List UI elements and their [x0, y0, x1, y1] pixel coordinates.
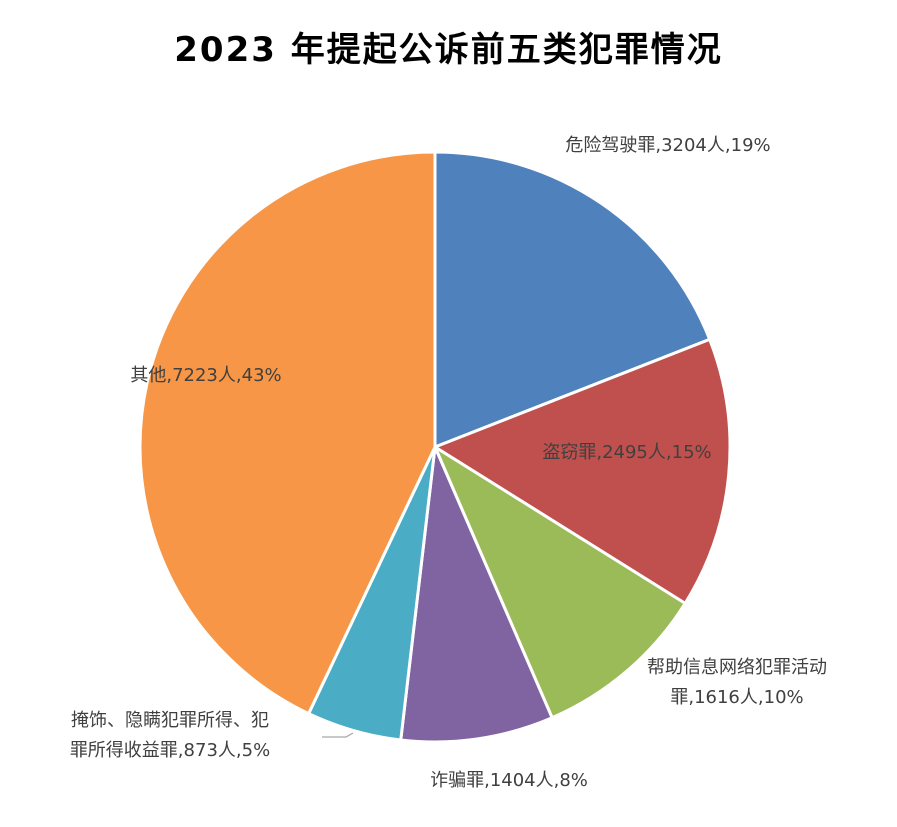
data-label-line: 盗窃罪,2495人,15%	[542, 442, 711, 463]
pie-slice	[433, 337, 732, 605]
data-label: 帮助信息网络犯罪活动罪,1616人,10%	[647, 657, 827, 708]
data-label-line: 罪,1616人,10%	[670, 687, 803, 708]
data-label-line: 诈骗罪,1404人,8%	[430, 770, 588, 791]
data-label: 危险驾驶罪,3204人,19%	[565, 135, 770, 156]
pie-slice	[138, 150, 437, 716]
data-label-line: 帮助信息网络犯罪活动	[647, 657, 827, 678]
data-label-line: 罪所得收益罪,873人,5%	[70, 740, 270, 761]
chart-title: 2023 年提起公诉前五类犯罪情况	[174, 30, 723, 70]
data-label-line: 其他,7223人,43%	[130, 365, 281, 386]
data-label-line: 危险驾驶罪,3204人,19%	[565, 135, 770, 156]
data-labels: 危险驾驶罪,3204人,19% 盗窃罪,2495人,15% 帮助信息网络犯罪活动罪,…	[70, 135, 827, 791]
leader-lines	[322, 732, 354, 738]
pie-slices	[138, 150, 732, 744]
data-label: 其他,7223人,43%	[130, 365, 281, 386]
pie-slice	[433, 445, 687, 720]
data-label: 掩饰、隐瞒犯罪所得、犯罪所得收益罪,873人,5%	[70, 710, 270, 761]
pie-slice	[433, 150, 712, 449]
leader-line	[322, 732, 354, 738]
data-label: 诈骗罪,1404人,8%	[430, 770, 588, 791]
data-label: 盗窃罪,2495人,15%	[542, 442, 711, 463]
pie-slice	[399, 445, 554, 744]
data-label-line: 掩饰、隐瞒犯罪所得、犯	[71, 710, 269, 731]
